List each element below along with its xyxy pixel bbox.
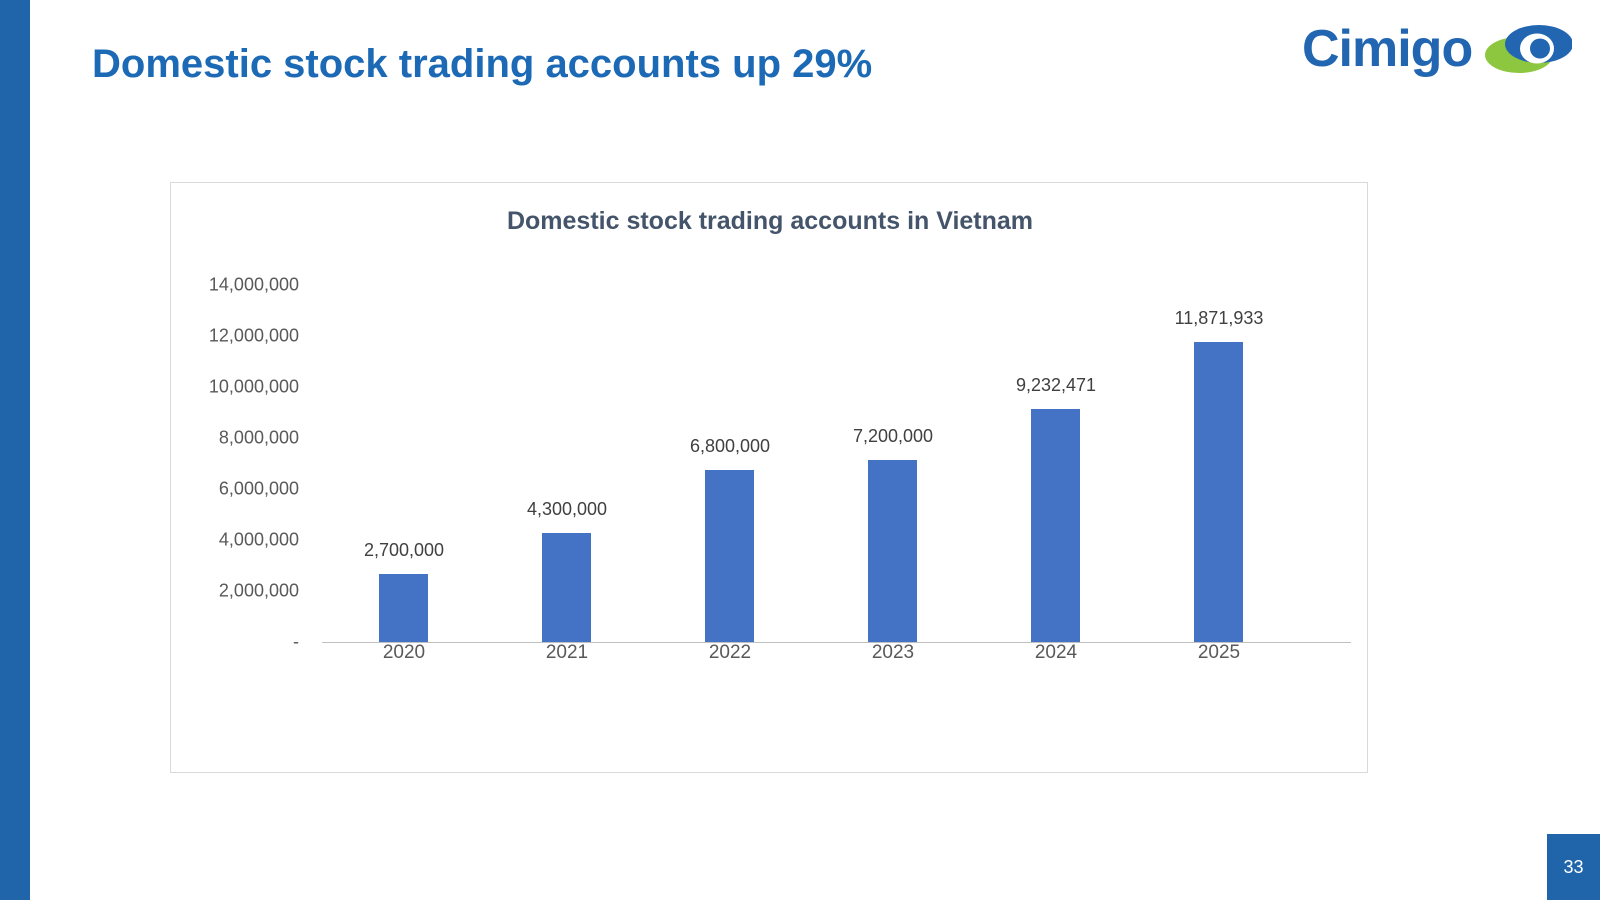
svg-text:Cimigo: Cimigo — [1302, 20, 1472, 78]
